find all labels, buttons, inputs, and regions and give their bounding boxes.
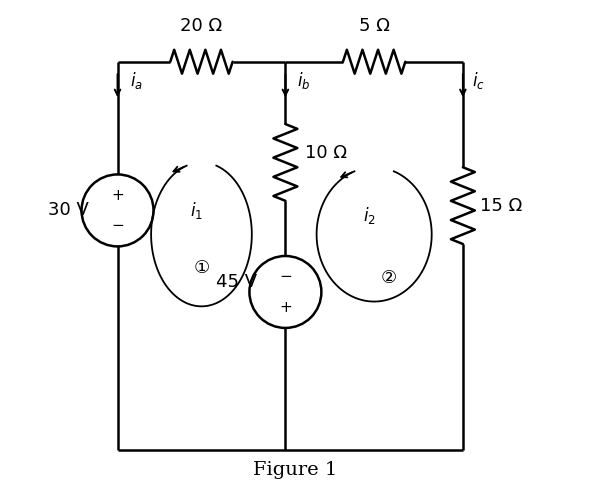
Text: −: − bbox=[279, 269, 292, 285]
Text: ②: ② bbox=[381, 268, 396, 286]
Text: 20 Ω: 20 Ω bbox=[181, 18, 222, 35]
Text: +: + bbox=[111, 188, 124, 203]
Text: Figure 1: Figure 1 bbox=[253, 461, 337, 479]
Text: 45 V: 45 V bbox=[215, 273, 257, 291]
Text: $i_c$: $i_c$ bbox=[473, 70, 486, 91]
Text: 30 V: 30 V bbox=[48, 202, 88, 220]
Text: ①: ① bbox=[194, 259, 209, 277]
Text: $i_a$: $i_a$ bbox=[130, 70, 143, 91]
Text: +: + bbox=[279, 300, 292, 315]
Text: −: − bbox=[111, 218, 124, 233]
Text: $i_2$: $i_2$ bbox=[363, 205, 376, 226]
Text: $i_b$: $i_b$ bbox=[297, 70, 311, 91]
Text: 10 Ω: 10 Ω bbox=[304, 144, 346, 162]
Text: 15 Ω: 15 Ω bbox=[480, 197, 522, 215]
Text: $i_1$: $i_1$ bbox=[190, 200, 203, 221]
Text: 5 Ω: 5 Ω bbox=[359, 18, 389, 35]
